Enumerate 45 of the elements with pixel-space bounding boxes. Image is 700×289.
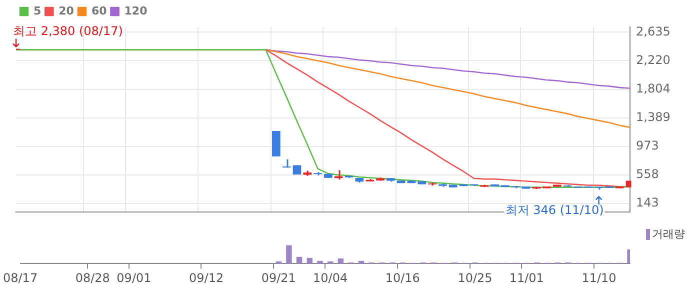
- annotation: 최고 2,380 (08/17): [13, 24, 123, 38]
- bar: [296, 256, 302, 264]
- y-tick-label: 2,220: [636, 52, 670, 67]
- y-tick-label: 143: [636, 196, 659, 210]
- y-tick-label: 973: [636, 138, 659, 153]
- x-tick-label: 11/10: [582, 270, 616, 285]
- candlestick: [438, 182, 447, 188]
- candlestick: [605, 186, 614, 189]
- bar: [286, 245, 292, 264]
- legend-label: 5: [34, 4, 42, 18]
- annotation: 최저 346 (11/10): [505, 202, 604, 217]
- y-tick-label: 1,389: [636, 110, 670, 124]
- bar: [338, 258, 344, 264]
- y-tick-label: 2,635: [636, 24, 670, 38]
- x-tick-label: 08/17: [2, 270, 38, 285]
- legend-label: 60: [91, 4, 108, 18]
- candlestick: [303, 170, 312, 177]
- x-tick-label: 09/21: [261, 270, 296, 285]
- y-tick-label: 558: [636, 167, 659, 182]
- legend-label: 120: [124, 4, 148, 18]
- candlestick: [490, 184, 499, 188]
- y-tick-label: 1,804: [636, 81, 670, 96]
- candlestick: [448, 184, 458, 188]
- x-tick-label: 11/01: [509, 270, 544, 285]
- bar: [306, 258, 312, 264]
- candlestick: [324, 173, 332, 179]
- candlestick: [386, 177, 395, 182]
- candlestick: [396, 180, 406, 184]
- candlestick: [272, 130, 280, 158]
- x-tick-label: 10/04: [313, 270, 348, 285]
- x-tick-label: 09/12: [189, 270, 224, 285]
- candlestick: [542, 186, 551, 189]
- candlestick: [552, 184, 562, 188]
- candlestick: [459, 184, 468, 187]
- candlestick: [500, 184, 510, 188]
- legend-label: 거래량: [652, 227, 685, 240]
- bar: [317, 260, 323, 264]
- x-tick-label: 08/28: [75, 270, 110, 285]
- candlestick: [292, 164, 302, 176]
- x-tick-label: 10/16: [385, 270, 420, 285]
- candlestick: [522, 186, 530, 190]
- candlestick: [470, 184, 478, 187]
- x-tick-label: 10/25: [458, 270, 492, 285]
- x-tick-label: 09/01: [116, 270, 152, 285]
- legend-label: 20: [58, 4, 74, 18]
